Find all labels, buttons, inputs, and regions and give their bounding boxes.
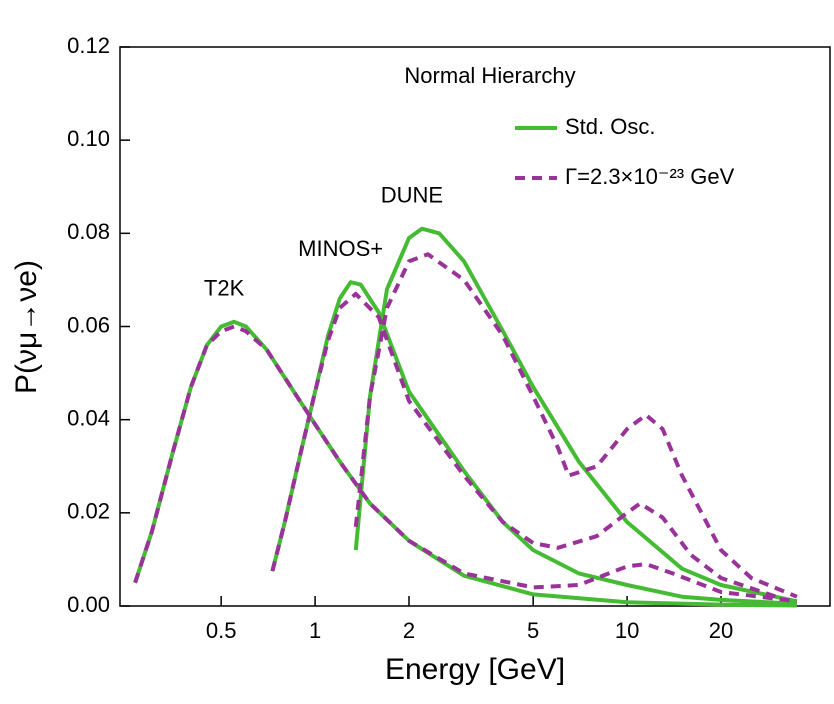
x-tick-label: 0.5 xyxy=(206,618,237,643)
plot-frame xyxy=(119,46,831,607)
y-tick-label: 0.02 xyxy=(67,499,110,524)
y-tick-label: 0.00 xyxy=(67,592,110,617)
x-axis-title: Energy [GeV] xyxy=(385,653,565,686)
curve xyxy=(353,226,798,604)
x-tick-label: 5 xyxy=(527,618,539,643)
curve-label: DUNE xyxy=(381,182,443,207)
curve-label: MINOS+ xyxy=(298,236,383,261)
curve-label: T2K xyxy=(204,276,245,301)
x-tick-label: 1 xyxy=(309,618,321,643)
curve xyxy=(133,324,798,604)
legend-label: Γ=2.3×10⁻²³ GeV xyxy=(565,164,735,189)
curve xyxy=(353,252,798,599)
x-tick-label: 2 xyxy=(403,618,415,643)
y-tick-label: 0.04 xyxy=(67,405,110,430)
y-axis-title: P(νμ→νe) xyxy=(10,260,43,394)
x-tick-label: 20 xyxy=(709,618,733,643)
y-tick-label: 0.10 xyxy=(67,126,110,151)
y-tick-label: 0.12 xyxy=(67,33,110,58)
y-tick-label: 0.08 xyxy=(67,219,110,244)
legend-title: Normal Hierarchy xyxy=(404,63,575,88)
x-tick-label: 10 xyxy=(615,618,639,643)
curve xyxy=(270,291,777,599)
curve xyxy=(133,319,797,608)
y-tick-label: 0.06 xyxy=(67,312,110,337)
legend-label: Std. Osc. xyxy=(565,114,655,139)
